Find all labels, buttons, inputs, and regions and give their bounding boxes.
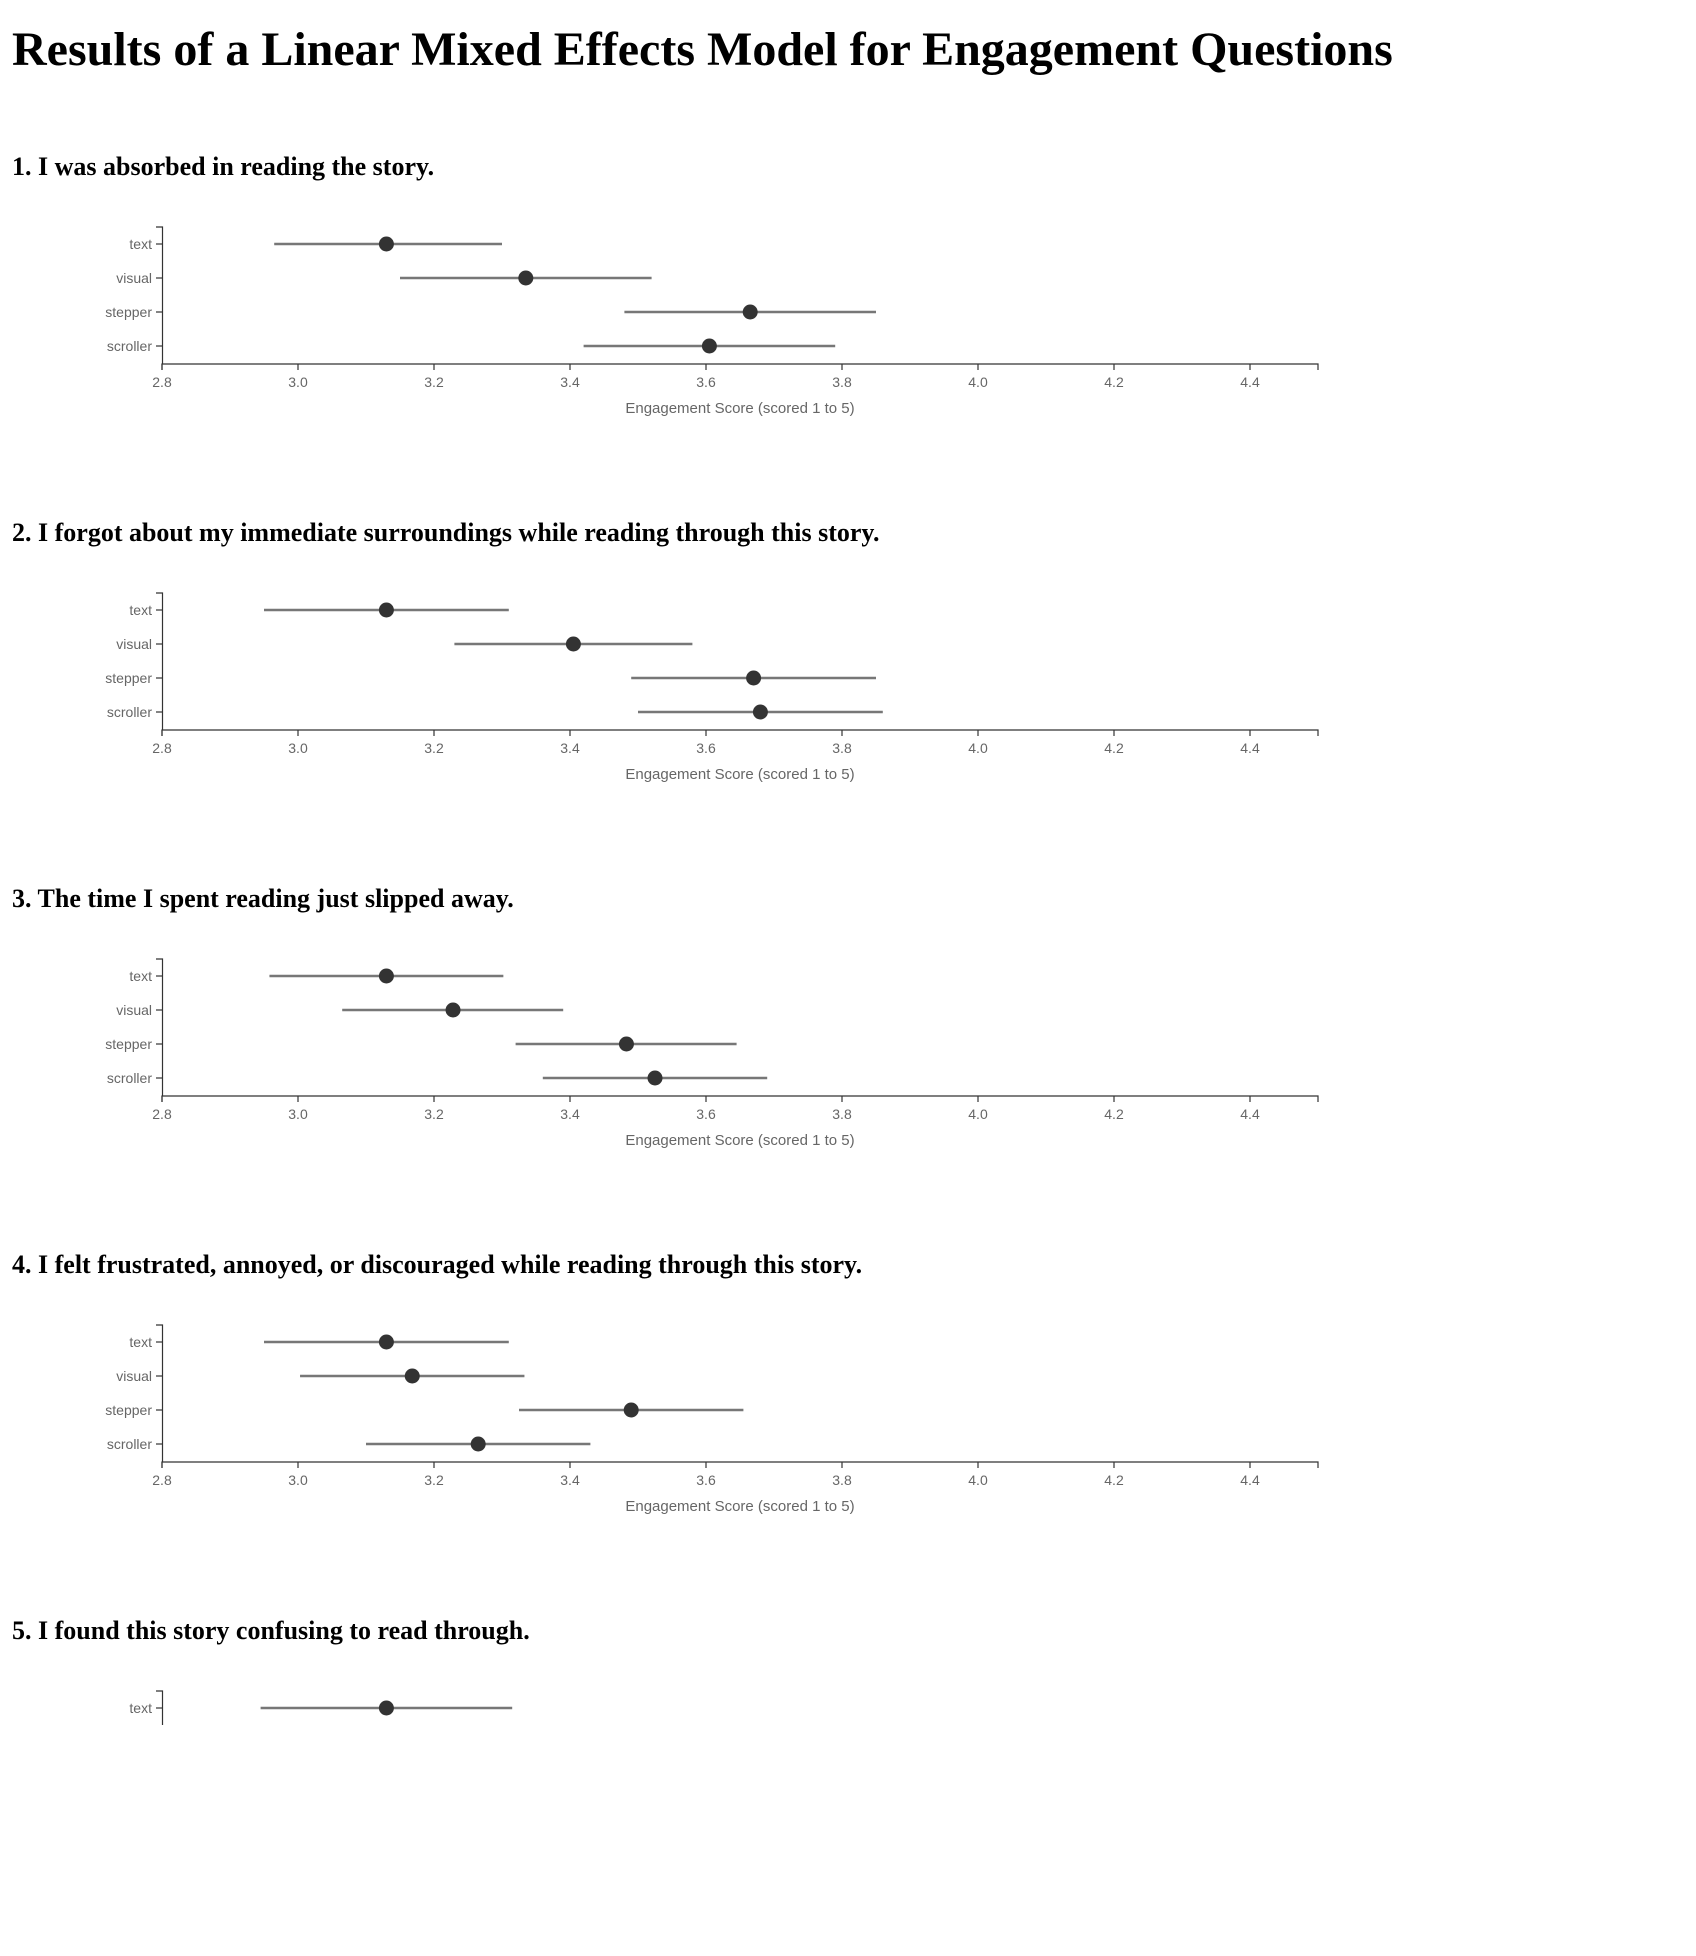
chart-title: 1. I was absorbed in reading the story. xyxy=(12,152,435,181)
x-tick-label: 4.0 xyxy=(968,1472,988,1488)
estimate-point xyxy=(378,968,394,984)
dot-interval-chart: text xyxy=(129,1690,513,1725)
x-tick-label: 3.2 xyxy=(424,1106,444,1122)
estimate-point xyxy=(746,670,762,686)
chart-title: 2. I forgot about my immediate surroundi… xyxy=(12,518,880,547)
estimate-point xyxy=(647,1070,663,1086)
x-tick-label: 4.4 xyxy=(1240,1472,1260,1488)
dot-interval-chart: text visual stepper scroller 2.8 3.0 3.2 3.4 3.6… xyxy=(105,1324,1319,1515)
x-tick-label: 4.2 xyxy=(1104,740,1124,756)
x-tick-label: 3.6 xyxy=(696,374,716,390)
x-tick-label: 3.6 xyxy=(696,1106,716,1122)
estimate-point xyxy=(470,1436,486,1452)
estimate-point xyxy=(752,704,768,720)
chart-section: 5. I found this story confusing to read … xyxy=(0,1616,1696,1956)
x-tick-label: 3.8 xyxy=(832,1106,852,1122)
estimate-point xyxy=(623,1402,639,1418)
chart-section: 1. I was absorbed in reading the story. t… xyxy=(0,152,1696,492)
x-tick-label: 3.4 xyxy=(560,1106,580,1122)
estimate-point xyxy=(618,1036,634,1052)
y-tick-label: text xyxy=(129,602,152,618)
y-axis xyxy=(156,958,164,1096)
dot-interval-chart: text visual stepper scroller 2.8 3.0 3.2 3.4 3.6… xyxy=(105,226,1319,417)
y-tick-label: visual xyxy=(116,636,152,652)
x-tick-label: 2.8 xyxy=(152,1106,172,1122)
estimate-point xyxy=(404,1368,420,1384)
y-tick-label: stepper xyxy=(105,1036,152,1052)
x-tick-label: 3.2 xyxy=(424,740,444,756)
y-axis xyxy=(156,1690,164,1725)
x-tick-label: 4.2 xyxy=(1104,1106,1124,1122)
x-axis-label: Engagement Score (scored 1 to 5) xyxy=(625,1132,854,1149)
x-axis xyxy=(161,1461,1319,1468)
x-tick-label: 3.8 xyxy=(832,740,852,756)
y-tick-label: stepper xyxy=(105,1402,152,1418)
chart-section: 2. I forgot about my immediate surroundi… xyxy=(0,518,1696,858)
estimate-point xyxy=(378,1334,394,1350)
x-axis-label: Engagement Score (scored 1 to 5) xyxy=(625,400,854,417)
y-tick-label: text xyxy=(129,236,152,252)
y-tick-label: scroller xyxy=(107,1070,152,1086)
x-tick-label: 4.2 xyxy=(1104,1472,1124,1488)
y-axis xyxy=(156,1324,164,1462)
x-tick-label: 3.4 xyxy=(560,374,580,390)
y-tick-label: scroller xyxy=(107,704,152,720)
x-tick-label: 3.0 xyxy=(288,1472,308,1488)
x-tick-label: 4.0 xyxy=(968,1106,988,1122)
dot-interval-chart: text visual stepper scroller 2.8 3.0 3.2 3.4 3.6… xyxy=(105,592,1319,783)
y-axis xyxy=(156,226,164,364)
estimate-point xyxy=(742,304,758,320)
page-title: Results of a Linear Mixed Effects Model … xyxy=(12,23,1393,76)
chart-title: 5. I found this story confusing to read … xyxy=(12,1616,530,1645)
x-axis xyxy=(161,363,1319,370)
x-tick-label: 3.8 xyxy=(832,374,852,390)
x-tick-label: 3.6 xyxy=(696,740,716,756)
chart-section: 3. The time I spent reading just slipped… xyxy=(0,884,1696,1224)
x-tick-label: 3.2 xyxy=(424,1472,444,1488)
x-tick-label: 3.0 xyxy=(288,1106,308,1122)
x-tick-label: 3.0 xyxy=(288,374,308,390)
estimate-point xyxy=(378,602,394,618)
estimate-point xyxy=(445,1002,461,1018)
y-tick-label: visual xyxy=(116,270,152,286)
chart-title: 3. The time I spent reading just slipped… xyxy=(12,884,514,913)
x-tick-label: 4.2 xyxy=(1104,374,1124,390)
x-axis xyxy=(161,729,1319,736)
x-tick-label: 3.2 xyxy=(424,374,444,390)
x-axis xyxy=(161,1095,1319,1102)
x-axis-label: Engagement Score (scored 1 to 5) xyxy=(625,1498,854,1515)
x-tick-label: 2.8 xyxy=(152,740,172,756)
x-axis-label: Engagement Score (scored 1 to 5) xyxy=(625,766,854,783)
y-tick-label: stepper xyxy=(105,670,152,686)
x-tick-label: 4.4 xyxy=(1240,740,1260,756)
chart-section: 4. I felt frustrated, annoyed, or discou… xyxy=(0,1250,1696,1590)
y-tick-label: scroller xyxy=(107,1436,152,1452)
x-tick-label: 4.0 xyxy=(968,740,988,756)
x-tick-label: 2.8 xyxy=(152,374,172,390)
y-tick-label: text xyxy=(129,1334,152,1350)
y-tick-label: visual xyxy=(116,1002,152,1018)
x-tick-label: 3.4 xyxy=(560,740,580,756)
dot-interval-chart: text visual stepper scroller 2.8 3.0 3.2 3.4 3.6… xyxy=(105,958,1319,1149)
x-tick-label: 2.8 xyxy=(152,1472,172,1488)
x-tick-label: 3.0 xyxy=(288,740,308,756)
y-axis xyxy=(156,592,164,730)
estimate-point xyxy=(518,270,534,286)
x-tick-label: 4.4 xyxy=(1240,1106,1260,1122)
x-tick-label: 4.4 xyxy=(1240,374,1260,390)
estimate-point xyxy=(378,1700,394,1716)
estimate-point xyxy=(565,636,581,652)
y-tick-label: text xyxy=(129,968,152,984)
y-tick-label: text xyxy=(129,1700,152,1716)
y-tick-label: visual xyxy=(116,1368,152,1384)
estimate-point xyxy=(701,338,717,354)
x-tick-label: 3.8 xyxy=(832,1472,852,1488)
x-tick-label: 3.6 xyxy=(696,1472,716,1488)
estimate-point xyxy=(378,236,394,252)
x-tick-label: 3.4 xyxy=(560,1472,580,1488)
y-tick-label: scroller xyxy=(107,338,152,354)
x-tick-label: 4.0 xyxy=(968,374,988,390)
y-tick-label: stepper xyxy=(105,304,152,320)
chart-title: 4. I felt frustrated, annoyed, or discou… xyxy=(12,1250,863,1279)
